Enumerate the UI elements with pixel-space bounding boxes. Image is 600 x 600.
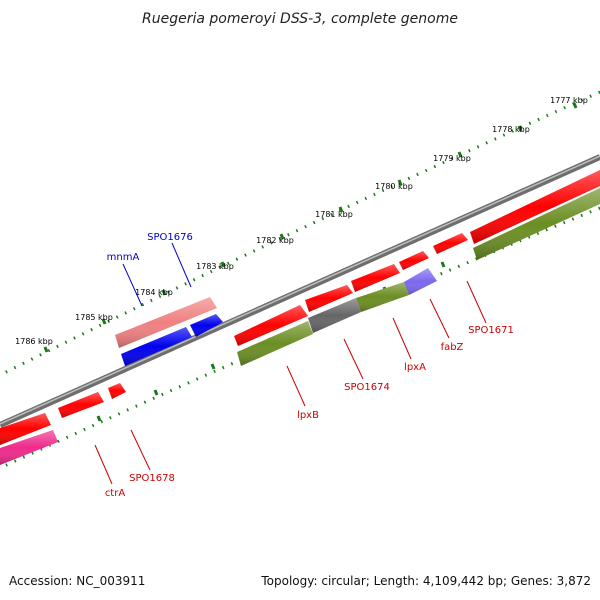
genome-backbone: [0, 154, 600, 428]
gene-label-fabz[interactable]: fabZ: [441, 342, 464, 353]
scale-label-1779: 1779 kbp: [433, 154, 471, 163]
gene-label-ctra[interactable]: ctrA: [105, 488, 126, 499]
scale-label-1783: 1783 kbp: [196, 262, 234, 271]
gene-label-lpxa[interactable]: lpxA: [404, 362, 426, 373]
genome-summary-text: Topology: circular; Length: 4,109,442 bp…: [260, 574, 591, 588]
inner-scale-ring: [0, 206, 600, 470]
scale-label-1782: 1782 kbp: [256, 236, 294, 245]
scale-label-1785: 1785 kbp: [75, 313, 113, 322]
scale-label-1784: 1784 kbp: [135, 288, 173, 297]
leader-lines: [94, 242, 487, 485]
outer-major-ticks: [43, 102, 578, 353]
map-title: Ruegeria pomeroyi DSS-3, complete genome: [142, 11, 458, 27]
gene-label-mnma[interactable]: mnmA: [107, 252, 140, 263]
forward-genes: [0, 170, 600, 445]
scale-label-1780: 1780 kbp: [375, 182, 413, 191]
accession-text: Accession: NC_003911: [9, 574, 145, 588]
scale-label-1778: 1778 kbp: [492, 125, 530, 134]
gene-label-spo1674[interactable]: SPO1674: [344, 382, 390, 393]
gene-label-lpxb[interactable]: lpxB: [297, 410, 319, 421]
gene-label-spo1671[interactable]: SPO1671: [468, 325, 514, 336]
gene-label-spo1678[interactable]: SPO1678: [129, 473, 175, 484]
scale-label-1781: 1781 kbp: [315, 210, 353, 219]
second-track-genes: [0, 188, 600, 465]
scale-label-1786: 1786 kbp: [15, 337, 53, 346]
scale-label-1777: 1777 kbp: [550, 96, 588, 105]
gene-label-spo1676[interactable]: SPO1676: [147, 232, 193, 243]
